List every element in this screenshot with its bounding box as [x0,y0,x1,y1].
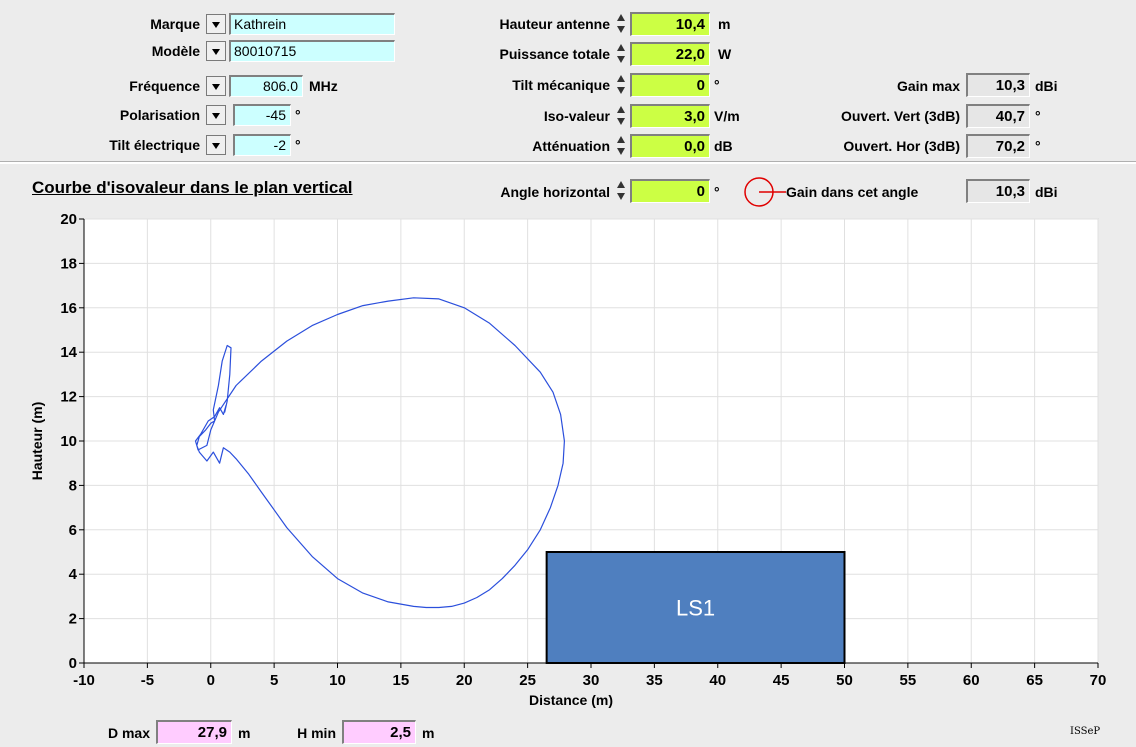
y-tick-label: 20 [60,211,77,228]
tilt-electrique-label: Tilt électrique [109,137,200,153]
hmin-label: H min [297,725,336,741]
x-tick-label: 10 [329,672,346,689]
angle-horizontal-unit: ° [714,184,720,200]
polarisation-unit: ° [295,107,301,123]
marque-field[interactable]: Kathrein [229,13,395,35]
iso-valeur-unit: V/m [714,108,740,124]
y-tick-label: 18 [60,255,77,272]
hauteur-antenne-field[interactable]: 10,4 [630,12,710,36]
x-tick-label: 65 [1026,672,1043,689]
hmin-unit: m [422,725,435,741]
y-axis-label: Hauteur (m) [29,402,45,481]
ouvert-vert-label: Ouvert. Vert (3dB) [840,108,960,124]
y-tick-label: 10 [60,433,77,450]
puissance-totale-spinner[interactable] [616,42,626,66]
dmax-field: 27,9 [156,720,232,744]
angle-horizontal-label: Angle horizontal [500,184,610,200]
ouvert-vert-unit: ° [1035,108,1041,124]
attenuation-field[interactable]: 0,0 [630,134,710,158]
attenuation-spinner[interactable] [616,134,626,158]
modele-field[interactable]: 80010715 [229,40,395,62]
frequence-label: Fréquence [129,78,200,94]
hauteur-antenne-spinner[interactable] [616,12,626,36]
y-tick-label: 4 [69,566,78,583]
x-tick-label: 20 [456,672,473,689]
x-tick-label: 55 [900,672,917,689]
x-tick-label: 5 [270,672,278,689]
gain-max-unit: dBi [1035,78,1058,94]
marque-label: Marque [150,16,200,32]
y-tick-label: 8 [69,477,77,494]
y-tick-label: 2 [69,611,77,628]
x-tick-label: 15 [393,672,410,689]
x-axis-label: Distance (m) [529,692,613,708]
y-tick-label: 6 [69,522,77,539]
x-tick-label: 30 [583,672,600,689]
iso-valeur-spinner[interactable] [616,104,626,128]
x-tick-label: -10 [73,672,95,689]
x-tick-label: 70 [1090,672,1107,689]
angle-horizontal-field[interactable]: 0 [630,179,710,203]
hmin-field: 2,5 [342,720,416,744]
modele-dropdown-button[interactable] [206,41,226,61]
tilt-electrique-unit: ° [295,137,301,153]
x-tick-label: 50 [836,672,853,689]
dmax-unit: m [238,725,251,741]
frequence-dropdown-button[interactable] [206,76,226,96]
puissance-totale-label: Puissance totale [499,46,611,62]
frequence-unit: MHz [309,78,338,94]
x-tick-label: 0 [207,672,215,689]
x-tick-label: 60 [963,672,980,689]
iso-valeur-label: Iso-valeur [543,108,610,124]
tilt-electrique-dropdown-button[interactable] [206,135,226,155]
polarisation-label: Polarisation [119,107,200,123]
tilt-mecanique-unit: ° [714,77,720,93]
y-tick-label: 0 [69,655,77,672]
dmax-label: D max [107,725,150,741]
isovalue-curve [194,297,566,609]
ouvert-hor-label: Ouvert. Hor (3dB) [843,138,960,154]
hauteur-antenne-label: Hauteur antenne [499,16,610,32]
marque-dropdown-button[interactable] [206,14,226,34]
frequence-field[interactable]: 806.0 [229,75,303,97]
y-tick-label: 16 [60,300,77,317]
attenuation-unit: dB [714,138,733,154]
chart-title: Courbe d'isovaleur dans le plan vertical [32,178,353,197]
gain-max-label: Gain max [896,78,960,94]
ouvert-hor-field: 70,2 [966,134,1030,158]
polarisation-field[interactable]: -45 [233,104,291,126]
puissance-totale-unit: W [718,46,732,62]
tilt-mecanique-field[interactable]: 0 [630,73,710,97]
angle-horizontal-spinner[interactable] [616,179,626,203]
building-label: LS1 [676,596,715,621]
x-tick-label: 40 [709,672,726,689]
tilt-mecanique-spinner[interactable] [616,73,626,97]
puissance-totale-field[interactable]: 22,0 [630,42,710,66]
x-tick-label: 35 [646,672,663,689]
iso-valeur-field[interactable]: 3,0 [630,104,710,128]
brand-label: ISSeP [1070,726,1101,737]
gain-max-field: 10,3 [966,73,1030,97]
x-tick-label: -5 [141,672,154,689]
angle-gauge-icon [744,177,786,207]
gain-angle-label: Gain dans cet angle [786,184,919,200]
gain-angle-field: 10,3 [966,179,1030,203]
attenuation-label: Atténuation [532,138,610,154]
hauteur-antenne-unit: m [718,16,731,32]
panel-separator [0,161,1136,164]
y-tick-label: 14 [60,344,77,361]
gain-angle-unit: dBi [1035,184,1058,200]
polarisation-dropdown-button[interactable] [206,105,226,125]
tilt-electrique-field[interactable]: -2 [233,134,291,156]
building-rect [545,551,846,664]
y-tick-label: 12 [60,389,77,406]
x-tick-label: 45 [773,672,790,689]
ouvert-hor-unit: ° [1035,138,1041,154]
isovalue-chart: -10 -5 0 5 10 15 20 25 30 35 40 45 50 55 60 65 70 0 2 4 6 8 10… [29,211,1107,708]
x-tick-label: 25 [519,672,536,689]
tilt-mecanique-label: Tilt mécanique [512,77,610,93]
ouvert-vert-field: 40,7 [966,104,1030,128]
modele-label: Modèle [151,43,200,59]
